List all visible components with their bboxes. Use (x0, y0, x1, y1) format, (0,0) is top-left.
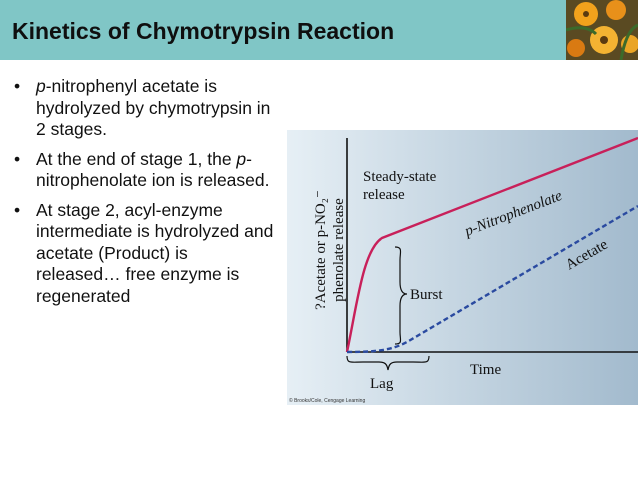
nitrophenolate-curve (345, 136, 638, 353)
x-axis-label: Time (470, 362, 501, 378)
lag-brace (346, 355, 430, 371)
bullet-item: • At stage 2, acyl-enzyme intermediate is… (14, 199, 274, 306)
steady-state-label-line1: Steady-state (363, 169, 437, 185)
burst-brace (394, 246, 408, 345)
bullet-item: • At the end of stage 1, the p-nitropheno… (14, 148, 270, 191)
flower-photo-icon (566, 0, 638, 60)
lag-label: Lag (370, 376, 394, 392)
bullet-item: • p-nitrophenyl acetate is hydrolyzed by … (14, 76, 271, 139)
burst-label: Burst (410, 287, 443, 303)
acetate-curve (346, 204, 638, 354)
title-bar: Kinetics of Chymotrypsin Reaction (0, 0, 638, 60)
y-axis-label-line2: phenolate release (331, 198, 347, 302)
slide-title: Kinetics of Chymotrypsin Reaction (12, 18, 395, 44)
kinetics-figure: ?Acetate or p-NO₂⁻ phenolate release Bur… (287, 130, 638, 405)
y-axis-label-line1: ?Acetate or p-NO₂⁻ (313, 190, 329, 310)
corner-photo (566, 0, 638, 60)
figure-background (287, 130, 638, 405)
steady-state-label-line2: release (363, 187, 405, 203)
burst-kinetics-diagram: ?Acetate or p-NO₂⁻ phenolate release Bur… (287, 130, 638, 405)
bullet-list: • p-nitrophenyl acetate is hydrolyzed by … (12, 76, 274, 315)
image-credit: © Brooks/Cole, Cengage Learning (289, 398, 366, 404)
